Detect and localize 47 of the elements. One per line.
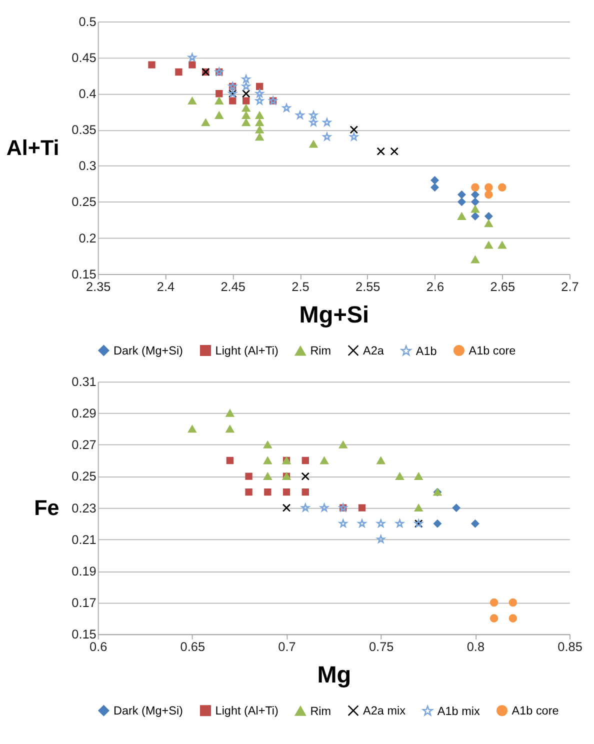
y-tick-label: 0.3 [78, 158, 96, 174]
y-tick-label: 0.31 [72, 374, 96, 390]
legend-label: Rim [310, 704, 332, 718]
y-tick-label: 0.2 [78, 230, 96, 246]
y-tick-label: 0.4 [78, 86, 96, 102]
y-tick-label: 0.27 [72, 437, 96, 452]
y-axis-title: Al+Ti [6, 136, 60, 160]
legend-label: A1b mix [437, 704, 480, 718]
x-tick-label: 2.6 [426, 279, 444, 294]
y-tick-label: 0.25 [72, 468, 96, 484]
x-tick-label: 0.6 [90, 639, 108, 654]
y-tick-label: 0.5 [78, 14, 96, 29]
legend-label: Rim [310, 344, 332, 358]
x-tick-label: 2.45 [220, 279, 246, 294]
legend-label: A2a mix [363, 704, 406, 718]
legend-label: A1b [416, 344, 438, 358]
legend-label: A1b core [512, 704, 559, 718]
x-tick-label: 2.7 [561, 279, 579, 294]
x-axis-title: Mg+Si [299, 301, 370, 328]
x-tick-label: 2.55 [355, 279, 380, 294]
legend-label: Dark (Mg+Si) [114, 704, 184, 718]
x-tick-label: 0.85 [558, 639, 582, 654]
y-tick-label: 0.35 [72, 122, 96, 138]
x-tick-label: 0.8 [466, 639, 485, 654]
legend-label: A2a [363, 344, 384, 358]
x-tick-label: 2.5 [292, 279, 310, 294]
y-tick-label: 0.15 [72, 626, 96, 642]
legend-label: Light (Al+Ti) [215, 704, 279, 718]
y-axis-title: Fe [34, 496, 60, 520]
x-tick-label: 2.4 [156, 279, 175, 294]
y-tick-label: 0.29 [72, 406, 96, 421]
legend-label: A1b core [468, 344, 516, 358]
x-tick-label: 2.35 [86, 279, 111, 294]
y-tick-label: 0.25 [72, 194, 96, 210]
x-tick-label: 0.75 [368, 639, 394, 654]
y-tick-label: 0.15 [72, 266, 96, 282]
y-tick-label: 0.45 [72, 50, 96, 65]
x-tick-label: 2.65 [490, 279, 516, 294]
legend-label: Light (Al+Ti) [215, 344, 279, 358]
legend-label: Dark (Mg+Si) [114, 344, 184, 358]
y-tick-label: 0.19 [72, 563, 96, 578]
x-tick-label: 0.7 [278, 639, 296, 654]
y-tick-label: 0.21 [72, 532, 96, 547]
x-tick-label: 0.65 [180, 639, 206, 654]
y-tick-label: 0.17 [72, 594, 96, 610]
x-axis-title: Mg [317, 662, 352, 688]
y-tick-label: 0.23 [72, 500, 96, 516]
